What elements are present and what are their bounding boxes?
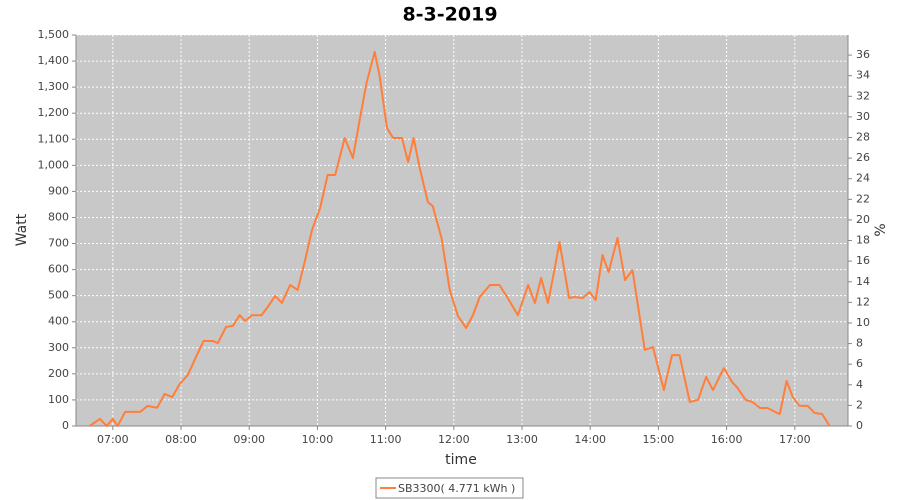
x-tick-label: 09:00: [233, 433, 265, 446]
y2-tick-label: 2: [856, 398, 863, 411]
y-tick-label: 1,100: [38, 132, 70, 145]
y-tick-label: 600: [48, 263, 69, 276]
y2-tick-label: 0: [856, 419, 863, 432]
x-tick-label: 07:00: [97, 433, 129, 446]
y-tick-label: 400: [48, 315, 69, 328]
y2-tick-label: 6: [856, 357, 863, 370]
y-axis-title: Watt: [14, 213, 30, 246]
legend: [375, 477, 524, 499]
y-tick-label: 1,400: [38, 54, 70, 67]
x-tick-label: 16:00: [711, 433, 743, 446]
y2-tick-label: 32: [856, 89, 870, 102]
y2-tick-label: 18: [856, 234, 870, 247]
y2-tick-label: 10: [856, 316, 870, 329]
y2-tick-label: 22: [856, 192, 870, 205]
y-tick-label: 900: [48, 184, 69, 197]
x-tick-label: 14:00: [574, 433, 606, 446]
y-tick-label: 700: [48, 237, 69, 250]
y2-tick-label: 8: [856, 337, 863, 350]
y2-axis-title: %: [873, 223, 889, 236]
y-tick-label: 800: [48, 210, 69, 223]
x-tick-label: 13:00: [506, 433, 538, 446]
x-tick-label: 17:00: [779, 433, 811, 446]
y-tick-label: 1,200: [38, 106, 70, 119]
y2-tick-label: 16: [856, 254, 870, 267]
y-tick-label: 1,500: [38, 28, 70, 41]
y2-tick-label: 4: [856, 378, 863, 391]
y-tick-label: 1,300: [38, 80, 70, 93]
x-tick-label: 11:00: [370, 433, 402, 446]
y2-tick-label: 34: [856, 69, 870, 82]
legend-label: SB3300( 4.771 kWh ): [398, 482, 515, 495]
y-tick-label: 500: [48, 289, 69, 302]
y-tick-label: 0: [62, 419, 69, 432]
y2-tick-label: 36: [856, 48, 870, 61]
y-tick-label: 1,000: [38, 158, 70, 171]
y-tick-label: 100: [48, 393, 69, 406]
y2-tick-label: 14: [856, 275, 870, 288]
y2-tick-label: 30: [856, 110, 870, 123]
x-tick-label: 12:00: [438, 433, 470, 446]
y2-tick-label: 26: [856, 151, 870, 164]
y2-tick-label: 20: [856, 213, 870, 226]
y-tick-label: 200: [48, 367, 69, 380]
x-axis-title: time: [445, 452, 477, 468]
line-series: [89, 50, 831, 427]
x-tick-label: 10:00: [302, 433, 334, 446]
y2-tick-label: 12: [856, 295, 870, 308]
y2-tick-label: 28: [856, 131, 870, 144]
plot-area: [76, 35, 848, 426]
y2-tick-label: 24: [856, 172, 870, 185]
x-tick-label: 15:00: [643, 433, 675, 446]
chart-title: 8-3-2019: [402, 4, 497, 26]
legend-box: [375, 477, 524, 499]
y-tick-label: 300: [48, 341, 69, 354]
x-tick-label: 08:00: [165, 433, 197, 446]
